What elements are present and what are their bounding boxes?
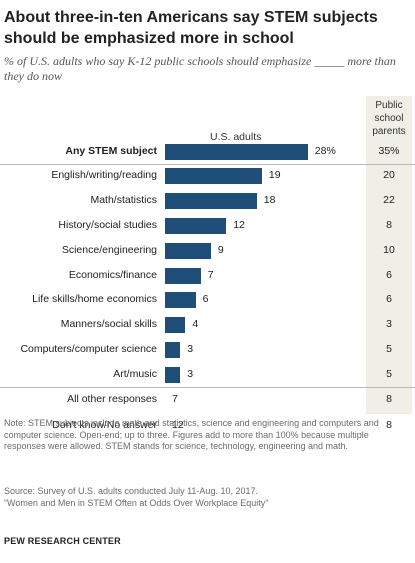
chart-title: About three-in-ten Americans say STEM su… bbox=[4, 9, 378, 47]
category-label: Economics/finance bbox=[68, 269, 157, 281]
bar-value-label: 4 bbox=[192, 318, 199, 330]
parents-value-label: 6 bbox=[386, 269, 392, 281]
bar-value-label: 7 bbox=[172, 393, 178, 405]
parents-value-label: 8 bbox=[386, 393, 392, 405]
bar bbox=[165, 168, 262, 184]
category-label: Any STEM subject bbox=[65, 145, 157, 157]
source-line: Source: Survey of U.S. adults conducted … bbox=[4, 486, 258, 496]
category-label: All other responses bbox=[67, 393, 157, 405]
category-label: Don't know/No answer bbox=[52, 419, 157, 431]
parents-value-label: 3 bbox=[386, 318, 392, 330]
bar-value-label: 28% bbox=[314, 145, 336, 157]
category-label: English/writing/reading bbox=[51, 169, 157, 181]
bar bbox=[165, 292, 196, 308]
parents-value-label: 8 bbox=[386, 419, 392, 431]
category-label: Science/engineering bbox=[61, 244, 157, 256]
separator-line bbox=[0, 387, 415, 388]
bar-value-label: 9 bbox=[217, 244, 224, 256]
chart-source: Source: Survey of U.S. adults conducted … bbox=[4, 486, 411, 509]
parents-value-label: 5 bbox=[386, 343, 392, 355]
column-header-us-adults: U.S. adults bbox=[210, 131, 262, 143]
parents-column-background bbox=[366, 96, 412, 414]
bar bbox=[165, 243, 211, 259]
bar-value-label: 3 bbox=[187, 343, 194, 355]
parents-value-label: 22 bbox=[383, 194, 395, 206]
bar bbox=[165, 218, 227, 234]
bar bbox=[165, 193, 257, 209]
chart-subtitle: % of U.S. adults who say K-12 public sch… bbox=[4, 54, 396, 83]
bar-value-label: 12 bbox=[233, 219, 245, 231]
category-label: Art/music bbox=[113, 368, 157, 380]
bar bbox=[165, 317, 186, 333]
parents-value-label: 8 bbox=[386, 219, 392, 231]
report-title-line: “Women and Men in STEM Often at Odds Ove… bbox=[4, 497, 269, 508]
bar bbox=[165, 342, 181, 358]
parents-value-label: 10 bbox=[383, 244, 395, 256]
bar bbox=[165, 367, 181, 383]
chart-note: Note: STEM subjects include math and sta… bbox=[4, 418, 379, 451]
category-label: History/social studies bbox=[58, 219, 157, 231]
separator-line bbox=[0, 164, 415, 165]
category-label: Computers/computer science bbox=[20, 343, 157, 355]
bar bbox=[165, 268, 201, 284]
bar-value-label: 7 bbox=[207, 269, 214, 281]
parents-value-label: 5 bbox=[386, 368, 392, 380]
column-header-public-school-parents: Public school parents bbox=[372, 100, 406, 137]
bar-value-label: 6 bbox=[202, 293, 209, 305]
bar-value-label: 3 bbox=[187, 368, 194, 380]
category-label: Manners/social skills bbox=[60, 318, 157, 330]
bar-value-label: 12 bbox=[172, 419, 184, 431]
bar-value-label: 19 bbox=[268, 169, 281, 181]
bar-value-label: 18 bbox=[263, 194, 276, 206]
category-label: Math/statistics bbox=[90, 194, 157, 206]
category-label: Life skills/home economics bbox=[32, 293, 157, 305]
parents-value-label: 35% bbox=[378, 145, 400, 157]
brand-logo-text: PEW RESEARCH CENTER bbox=[4, 536, 121, 546]
parents-value-label: 6 bbox=[386, 293, 392, 305]
parents-value-label: 20 bbox=[383, 169, 395, 181]
bar bbox=[165, 144, 308, 160]
